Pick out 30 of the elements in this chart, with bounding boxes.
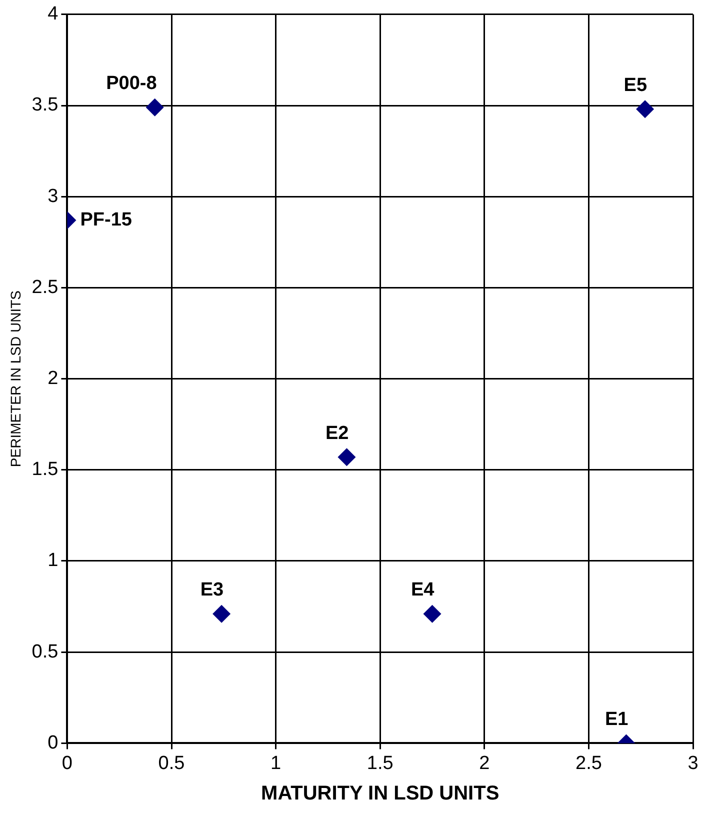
x-tick-label: 2 [479, 752, 490, 774]
x-tick-label: 0.5 [158, 752, 185, 774]
y-tick-label: 4 [48, 4, 59, 25]
annotation: E5 [624, 74, 648, 96]
x-tick-label: 1 [270, 752, 282, 774]
y-tick-label: 3 [48, 186, 58, 207]
point [146, 98, 164, 116]
y-tick-label: 1 [48, 550, 58, 572]
annotation: E3 [200, 580, 224, 601]
y-tick-label: 2.5 [32, 276, 58, 298]
y-tick-label: 2 [48, 368, 58, 390]
x-axis-title: MATURITY IN LSD UNITS [261, 782, 500, 805]
point [338, 448, 356, 466]
annotation: E1 [605, 708, 629, 730]
y-tick-label: 0 [48, 732, 58, 754]
point [423, 604, 442, 623]
x-tick-label: 1.5 [366, 752, 394, 774]
y-tick-label: 3.5 [32, 94, 58, 116]
x-tick-label: 0 [62, 752, 72, 774]
annotation: P00-8 [106, 73, 157, 94]
annotation: E4 [411, 580, 435, 601]
annotation: E2 [325, 422, 349, 444]
x-tick-label: 3 [688, 752, 698, 774]
y-axis-title: PERIMETER IN LSD UNITS [7, 290, 24, 468]
y-tick-label: 0.5 [32, 641, 58, 662]
y-tick-label: 1.5 [32, 459, 58, 480]
point [636, 100, 654, 118]
annotation: PF-15 [80, 210, 132, 231]
point [212, 604, 231, 623]
x-tick-label: 2.5 [575, 752, 602, 774]
